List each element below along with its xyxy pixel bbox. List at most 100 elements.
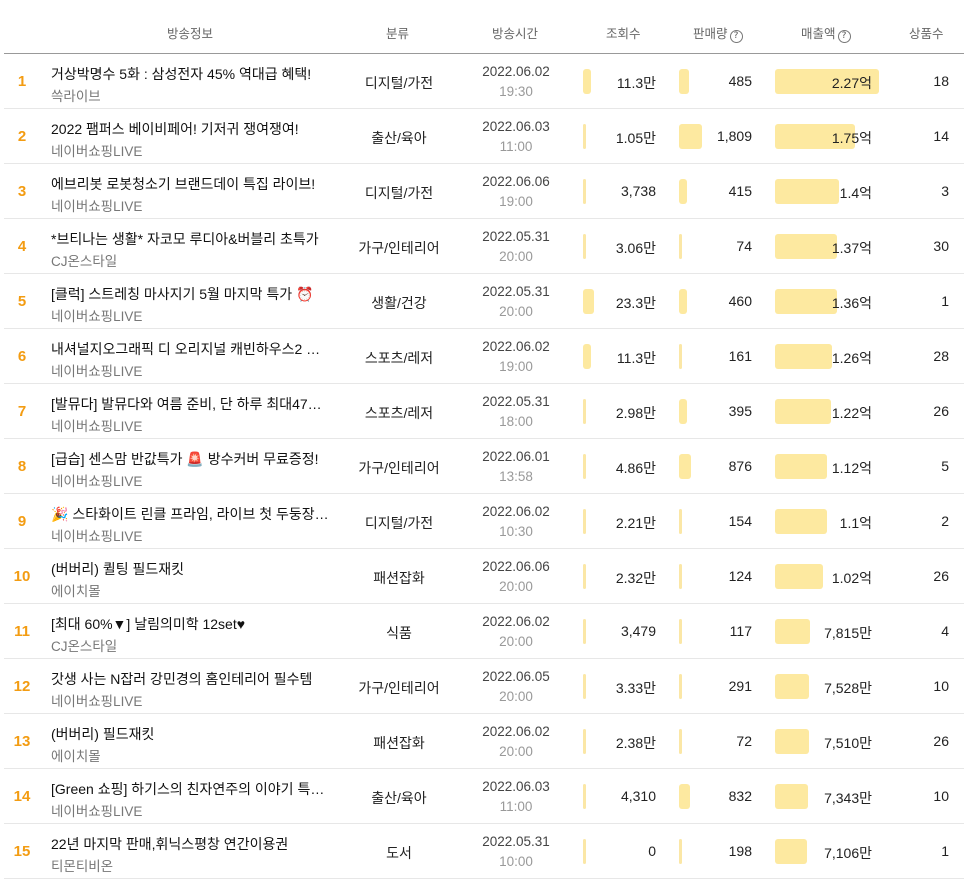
sales-value: 74 [736,238,752,254]
sales-bar [679,619,682,644]
sales-bar [679,564,682,589]
category-label: 스포츠/레저 [364,350,434,366]
table-row[interactable]: 9 🎉 스타화이트 린클 프라임, 라이브 첫 두둥장… 네이버쇼핑LIVE 디지털/… [4,494,964,549]
table-row[interactable]: 12 갓생 사는 N잡러 강민경의 홈인테리어 필수템 네이버쇼핑LIVE 가구/인테… [4,659,964,714]
revenue-value: 7,510만 [824,735,872,751]
revenue-value: 1.22억 [831,405,872,421]
revenue-bar [775,674,809,699]
category-label: 출산/육아 [371,130,427,146]
help-icon[interactable]: ? [837,30,851,43]
header-count[interactable]: 상품수 [909,27,944,41]
seller-name: CJ온스타일 [51,254,118,269]
header-time[interactable]: 방송시간 [492,27,539,41]
views-value: 23.3만 [615,295,656,311]
rank-number: 9 [17,513,27,530]
table-row[interactable]: 1 거상박명수 5화 : 삼성전자 45% 역대급 혜택! 쓱라이브 디지털/가전 20… [4,54,964,109]
sales-value: 876 [728,458,752,474]
broadcast-title[interactable]: 내셔널지오그래픽 디 오리지널 캐빈하우스2 … [51,341,321,357]
broadcast-time: 19:00 [499,359,533,374]
revenue-bar [775,784,808,809]
broadcast-title[interactable]: 2022 팸퍼스 베이비페어! 기저귀 쟁여쟁여! [51,121,299,137]
table-row[interactable]: 10 (버버리) 퀼팅 필드재킷 에이치몰 패션잡화 2022.06.06 20:00 2.… [4,549,964,604]
table-row[interactable]: 14 [Green 쇼핑] 하기스의 친자연주의 이야기 특… 네이버쇼핑LIVE 출… [4,769,964,824]
revenue-value: 7,343만 [824,790,872,806]
rank-number: 12 [13,678,31,695]
views-value: 4,310 [620,788,656,804]
table-row[interactable]: 2 2022 팸퍼스 베이비페어! 기저귀 쟁여쟁여! 네이버쇼핑LIVE 출산/육아… [4,109,964,164]
broadcast-title[interactable]: [클럭] 스트레칭 마사지기 5월 마지막 특가 ⏰ [51,286,314,302]
header-views[interactable]: 조회수 [606,27,641,41]
broadcast-time: 18:00 [499,414,533,429]
broadcast-title[interactable]: [Green 쇼핑] 하기스의 친자연주의 이야기 특… [51,781,325,797]
revenue-bar [775,454,827,479]
views-value: 11.3만 [616,350,656,366]
sales-bar [679,839,682,864]
table-row[interactable]: 15 22년 마지막 판매,휘닉스평창 연간이용권 티몬티비온 도서 2022.05.3… [4,824,964,879]
revenue-bar [775,564,823,589]
sales-bar [679,729,682,754]
broadcast-date: 2022.05.31 [482,284,550,299]
broadcast-title[interactable]: 에브리봇 로봇청소기 브랜드데이 특집 라이브! [51,176,316,192]
broadcast-title[interactable]: 갓생 사는 N잡러 강민경의 홈인테리어 필수템 [51,671,313,687]
broadcast-title[interactable]: [급습] 센스맘 반값특가 🚨 방수커버 무료증정! [51,451,319,467]
product-count: 3 [941,183,949,199]
revenue-value: 1.02억 [831,570,872,586]
views-value: 0 [648,843,656,859]
views-bar [583,784,586,809]
revenue-bar [775,289,837,314]
views-value: 2.32만 [615,570,656,586]
table-row[interactable]: 5 [클럭] 스트레칭 마사지기 5월 마지막 특가 ⏰ 네이버쇼핑LIVE 생활/건… [4,274,964,329]
product-count: 2 [941,513,949,529]
help-icon[interactable]: ? [729,30,743,43]
views-bar [583,619,586,644]
broadcast-time: 20:00 [499,744,533,759]
broadcast-ranking-table: 방송정보 분류 방송시간 조회수 판매량? 매출액? 상품수 1 거상박명수 5화… [4,8,964,879]
header-info[interactable]: 방송정보 [167,27,214,41]
rank-number: 4 [17,238,27,255]
broadcast-title[interactable]: 거상박명수 5화 : 삼성전자 45% 역대급 혜택! [51,66,312,82]
table-row[interactable]: 11 [최대 60%▼] 날림의미학 12set♥ CJ온스타일 식품 2022.06.… [4,604,964,659]
seller-name: 쓱라이브 [51,89,101,104]
revenue-bar [775,69,879,94]
revenue-value: 1.26억 [831,350,872,366]
broadcast-title[interactable]: 22년 마지막 판매,휘닉스평창 연간이용권 [51,836,289,852]
product-count: 4 [941,623,949,639]
table-row[interactable]: 6 내셔널지오그래픽 디 오리지널 캐빈하우스2 … 네이버쇼핑LIVE 스포츠/레저… [4,329,964,384]
table-row[interactable]: 7 [발뮤다] 발뮤다와 여름 준비, 단 하루 최대47… 네이버쇼핑LIVE 스포… [4,384,964,439]
product-count: 1 [941,293,949,309]
category-label: 디지털/가전 [364,75,434,91]
category-label: 출산/육아 [371,790,427,806]
revenue-value: 1.4억 [839,185,872,201]
views-bar [583,289,594,314]
table-row[interactable]: 4 *브티나는 생활* 자코모 루디아&버블리 초특가 CJ온스타일 가구/인테리어 2… [4,219,964,274]
sales-value: 1,809 [716,128,752,144]
category-label: 패션잡화 [373,570,425,586]
rank-number: 6 [17,348,27,365]
sales-bar [679,69,689,94]
header-sales[interactable]: 판매량? [693,23,743,43]
views-bar [583,399,586,424]
revenue-bar [775,124,855,149]
broadcast-title[interactable]: (버버리) 필드재킷 [51,726,155,742]
revenue-bar [775,234,837,259]
views-bar [583,564,586,589]
table-row[interactable]: 8 [급습] 센스맘 반값특가 🚨 방수커버 무료증정! 네이버쇼핑LIVE 가구/인… [4,439,964,494]
seller-name: 네이버쇼핑LIVE [51,419,143,434]
revenue-bar [775,509,827,534]
broadcast-title[interactable]: (버버리) 퀼팅 필드재킷 [51,561,185,577]
broadcast-title[interactable]: [최대 60%▼] 날림의미학 12set♥ [51,616,246,632]
product-count: 18 [933,73,949,89]
header-revenue[interactable]: 매출액? [801,23,851,43]
revenue-value: 1.36억 [831,295,872,311]
broadcast-title[interactable]: [발뮤다] 발뮤다와 여름 준비, 단 하루 최대47… [51,396,322,412]
sales-value: 485 [728,73,752,89]
table-row[interactable]: 13 (버버리) 필드재킷 에이치몰 패션잡화 2022.06.02 20:00 2.38만… [4,714,964,769]
views-value: 3.06만 [615,240,656,256]
table-row[interactable]: 3 에브리봇 로봇청소기 브랜드데이 특집 라이브! 네이버쇼핑LIVE 디지털/가전… [4,164,964,219]
broadcast-title[interactable]: 🎉 스타화이트 린클 프라임, 라이브 첫 두둥장… [51,506,329,522]
views-bar [583,69,591,94]
broadcast-time: 11:00 [499,799,533,814]
header-category[interactable]: 분류 [386,27,410,41]
seller-name: 네이버쇼핑LIVE [51,199,143,214]
broadcast-title[interactable]: *브티나는 생활* 자코모 루디아&버블리 초특가 [51,231,319,247]
